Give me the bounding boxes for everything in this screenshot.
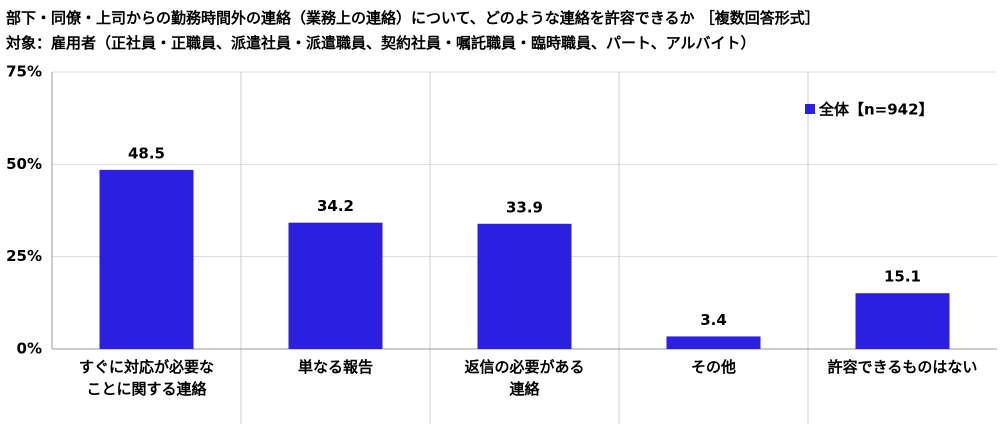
y-tick-label: 75% <box>6 63 42 81</box>
value-label: 3.4 <box>700 311 727 329</box>
y-tick-label: 25% <box>6 247 42 265</box>
chart-subtitle: 対象：雇用者（正社員・正職員、派遣社員・派遣職員、契約社員・嘱託職員・臨時職員、… <box>6 34 756 52</box>
y-tick-label: 0% <box>17 340 42 358</box>
value-label: 48.5 <box>128 144 165 162</box>
value-label: 15.1 <box>884 268 921 286</box>
legend-swatch <box>805 104 815 114</box>
chart-title: 部下・同僚・上司からの勤務時間外の連絡（業務上の連絡）について、どのような連絡を… <box>6 9 820 27</box>
bar <box>477 223 572 349</box>
x-tick-label: 単なる報告 <box>297 358 373 376</box>
bar <box>99 169 194 349</box>
bar <box>288 222 383 349</box>
x-tick-label: 許容できるものはない <box>827 358 978 376</box>
bar <box>666 336 761 349</box>
value-label: 33.9 <box>506 198 543 216</box>
x-tick-label: その他 <box>690 358 736 376</box>
x-tick-label: 返信の必要がある 連絡 <box>464 358 585 398</box>
bar <box>855 293 950 349</box>
value-label: 34.2 <box>317 197 354 215</box>
y-tick-label: 50% <box>6 155 42 173</box>
x-tick-label: すぐに対応が必要な ことに関する連絡 <box>78 358 214 398</box>
legend-label: 全体【n=942】 <box>818 101 934 119</box>
